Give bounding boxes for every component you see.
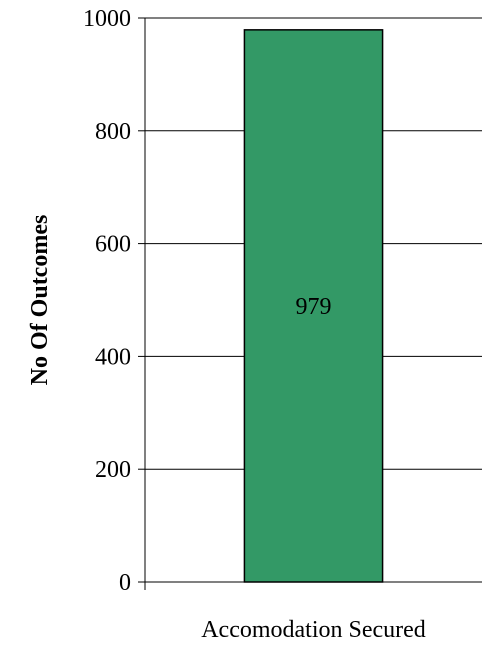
y-tick-label: 600 xyxy=(95,232,131,258)
y-tick-label: 800 xyxy=(95,119,131,145)
bar xyxy=(243,29,384,583)
y-tick-label: 1000 xyxy=(83,6,131,32)
y-tick-labels: 0 200 400 600 800 1000 xyxy=(83,6,131,596)
bars xyxy=(243,29,384,583)
x-category-label: Accomodation Secured xyxy=(201,617,426,643)
labels: 979 Accomodation Secured xyxy=(201,294,426,643)
axes xyxy=(138,17,482,590)
y-tick-label: 0 xyxy=(119,570,131,596)
y-axis-title: No Of Outcomes xyxy=(27,215,53,386)
y-tick-label: 400 xyxy=(95,344,131,370)
y-tick-label: 200 xyxy=(95,457,131,483)
data-label: 979 xyxy=(296,294,332,320)
